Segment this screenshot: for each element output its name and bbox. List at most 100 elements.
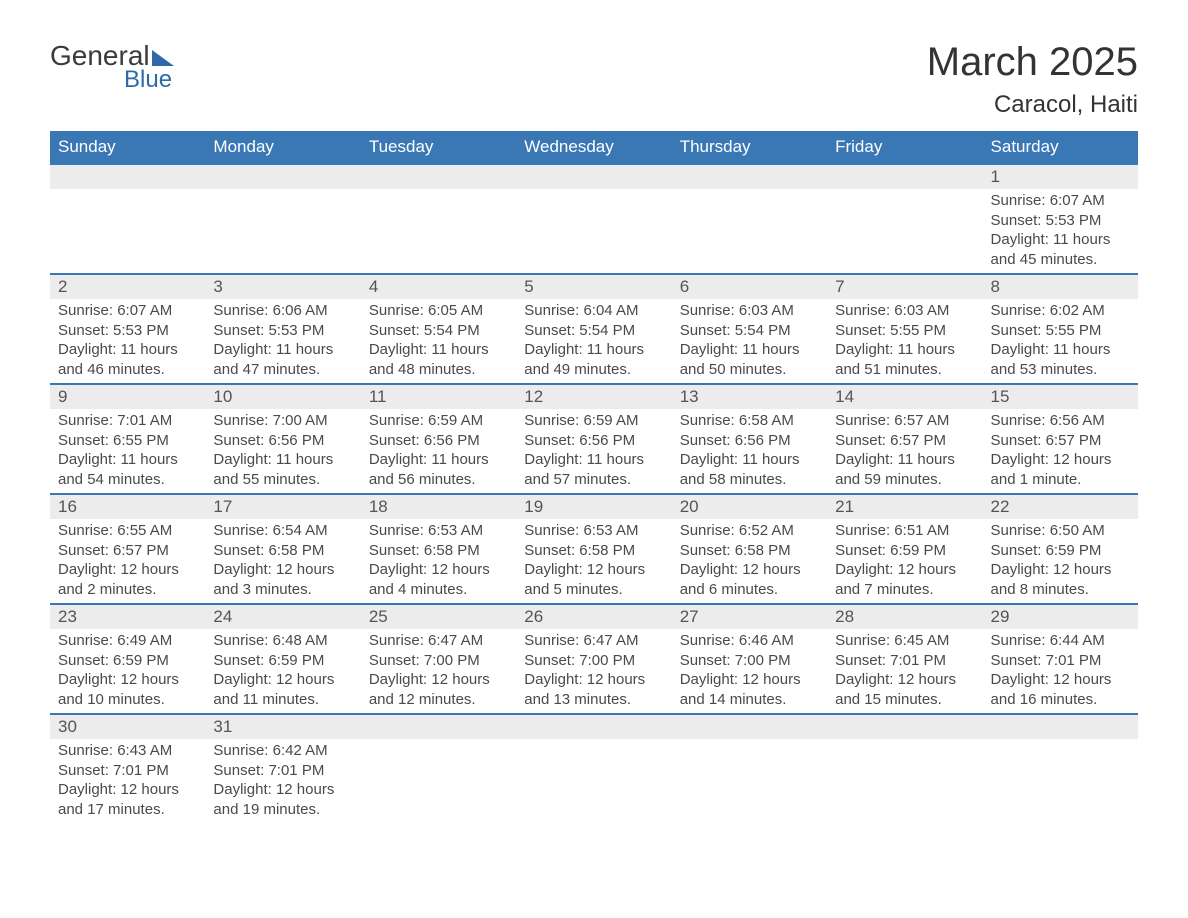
sunset-line: Sunset: 7:01 PM xyxy=(58,761,197,781)
day-number: 3 xyxy=(205,275,360,299)
calendar-week-row: 1Sunrise: 6:07 AMSunset: 5:53 PMDaylight… xyxy=(50,164,1138,274)
day-number: 23 xyxy=(50,605,205,629)
calendar-cell xyxy=(827,714,982,823)
sunrise-line: Sunrise: 6:04 AM xyxy=(524,301,663,321)
day-number: 12 xyxy=(516,385,671,409)
sunrise-line: Sunrise: 7:01 AM xyxy=(58,411,197,431)
day-number: 13 xyxy=(672,385,827,409)
day-details: Sunrise: 6:48 AMSunset: 6:59 PMDaylight:… xyxy=(205,629,360,713)
daylight-line: Daylight: 11 hours and 59 minutes. xyxy=(835,450,974,489)
day-details: Sunrise: 6:03 AMSunset: 5:54 PMDaylight:… xyxy=(672,299,827,383)
calendar-cell: 24Sunrise: 6:48 AMSunset: 6:59 PMDayligh… xyxy=(205,604,360,714)
day-number: 17 xyxy=(205,495,360,519)
day-details: Sunrise: 6:44 AMSunset: 7:01 PMDaylight:… xyxy=(983,629,1138,713)
day-details: Sunrise: 7:01 AMSunset: 6:55 PMDaylight:… xyxy=(50,409,205,493)
day-details: Sunrise: 6:53 AMSunset: 6:58 PMDaylight:… xyxy=(516,519,671,603)
sunrise-line: Sunrise: 6:44 AM xyxy=(991,631,1130,651)
empty-day-bar xyxy=(361,715,516,739)
sunset-line: Sunset: 6:55 PM xyxy=(58,431,197,451)
daylight-line: Daylight: 11 hours and 58 minutes. xyxy=(680,450,819,489)
calendar-week-row: 23Sunrise: 6:49 AMSunset: 6:59 PMDayligh… xyxy=(50,604,1138,714)
sunrise-line: Sunrise: 6:53 AM xyxy=(524,521,663,541)
sunrise-line: Sunrise: 7:00 AM xyxy=(213,411,352,431)
calendar-cell: 5Sunrise: 6:04 AMSunset: 5:54 PMDaylight… xyxy=(516,274,671,384)
day-details: Sunrise: 6:46 AMSunset: 7:00 PMDaylight:… xyxy=(672,629,827,713)
sunset-line: Sunset: 6:56 PM xyxy=(524,431,663,451)
sunset-line: Sunset: 6:58 PM xyxy=(213,541,352,561)
sunset-line: Sunset: 6:56 PM xyxy=(369,431,508,451)
day-details: Sunrise: 6:55 AMSunset: 6:57 PMDaylight:… xyxy=(50,519,205,603)
day-details: Sunrise: 6:06 AMSunset: 5:53 PMDaylight:… xyxy=(205,299,360,383)
day-details: Sunrise: 7:00 AMSunset: 6:56 PMDaylight:… xyxy=(205,409,360,493)
sunset-line: Sunset: 6:57 PM xyxy=(991,431,1130,451)
daylight-line: Daylight: 12 hours and 5 minutes. xyxy=(524,560,663,599)
daylight-line: Daylight: 11 hours and 55 minutes. xyxy=(213,450,352,489)
sunrise-line: Sunrise: 6:06 AM xyxy=(213,301,352,321)
calendar-week-row: 30Sunrise: 6:43 AMSunset: 7:01 PMDayligh… xyxy=(50,714,1138,823)
day-details: Sunrise: 6:51 AMSunset: 6:59 PMDaylight:… xyxy=(827,519,982,603)
sunrise-line: Sunrise: 6:59 AM xyxy=(369,411,508,431)
sunrise-line: Sunrise: 6:51 AM xyxy=(835,521,974,541)
calendar-cell xyxy=(827,164,982,274)
calendar-cell xyxy=(361,714,516,823)
calendar-cell: 14Sunrise: 6:57 AMSunset: 6:57 PMDayligh… xyxy=(827,384,982,494)
day-number: 14 xyxy=(827,385,982,409)
daylight-line: Daylight: 11 hours and 45 minutes. xyxy=(991,230,1130,269)
daylight-line: Daylight: 12 hours and 11 minutes. xyxy=(213,670,352,709)
day-details: Sunrise: 6:58 AMSunset: 6:56 PMDaylight:… xyxy=(672,409,827,493)
sunrise-line: Sunrise: 6:47 AM xyxy=(524,631,663,651)
daylight-line: Daylight: 12 hours and 4 minutes. xyxy=(369,560,508,599)
daylight-line: Daylight: 12 hours and 13 minutes. xyxy=(524,670,663,709)
sunrise-line: Sunrise: 6:52 AM xyxy=(680,521,819,541)
sunset-line: Sunset: 6:56 PM xyxy=(680,431,819,451)
weekday-header: Thursday xyxy=(672,131,827,164)
sunset-line: Sunset: 5:55 PM xyxy=(991,321,1130,341)
day-details: Sunrise: 6:07 AMSunset: 5:53 PMDaylight:… xyxy=(50,299,205,383)
calendar-cell: 16Sunrise: 6:55 AMSunset: 6:57 PMDayligh… xyxy=(50,494,205,604)
calendar-cell xyxy=(205,164,360,274)
day-details: Sunrise: 6:43 AMSunset: 7:01 PMDaylight:… xyxy=(50,739,205,823)
sunset-line: Sunset: 5:54 PM xyxy=(369,321,508,341)
calendar-cell xyxy=(516,714,671,823)
title-block: March 2025 Caracol, Haiti xyxy=(927,40,1138,119)
day-number: 29 xyxy=(983,605,1138,629)
sunrise-line: Sunrise: 6:55 AM xyxy=(58,521,197,541)
calendar-cell xyxy=(516,164,671,274)
empty-day-bar xyxy=(516,715,671,739)
daylight-line: Daylight: 11 hours and 51 minutes. xyxy=(835,340,974,379)
sunrise-line: Sunrise: 6:47 AM xyxy=(369,631,508,651)
calendar-cell: 6Sunrise: 6:03 AMSunset: 5:54 PMDaylight… xyxy=(672,274,827,384)
day-details: Sunrise: 6:03 AMSunset: 5:55 PMDaylight:… xyxy=(827,299,982,383)
daylight-line: Daylight: 12 hours and 16 minutes. xyxy=(991,670,1130,709)
sunrise-line: Sunrise: 6:03 AM xyxy=(680,301,819,321)
daylight-line: Daylight: 11 hours and 47 minutes. xyxy=(213,340,352,379)
daylight-line: Daylight: 12 hours and 17 minutes. xyxy=(58,780,197,819)
day-details: Sunrise: 6:47 AMSunset: 7:00 PMDaylight:… xyxy=(361,629,516,713)
calendar-cell xyxy=(672,714,827,823)
empty-day-bar xyxy=(361,165,516,189)
calendar-cell: 11Sunrise: 6:59 AMSunset: 6:56 PMDayligh… xyxy=(361,384,516,494)
sunset-line: Sunset: 7:00 PM xyxy=(680,651,819,671)
day-number: 19 xyxy=(516,495,671,519)
calendar-week-row: 2Sunrise: 6:07 AMSunset: 5:53 PMDaylight… xyxy=(50,274,1138,384)
day-number: 28 xyxy=(827,605,982,629)
empty-day-bar xyxy=(672,715,827,739)
empty-day-bar xyxy=(827,715,982,739)
daylight-line: Daylight: 12 hours and 12 minutes. xyxy=(369,670,508,709)
daylight-line: Daylight: 12 hours and 7 minutes. xyxy=(835,560,974,599)
day-number: 24 xyxy=(205,605,360,629)
sunrise-line: Sunrise: 6:48 AM xyxy=(213,631,352,651)
calendar-cell: 7Sunrise: 6:03 AMSunset: 5:55 PMDaylight… xyxy=(827,274,982,384)
calendar-cell xyxy=(50,164,205,274)
day-number: 9 xyxy=(50,385,205,409)
daylight-line: Daylight: 12 hours and 14 minutes. xyxy=(680,670,819,709)
weekday-header: Friday xyxy=(827,131,982,164)
sunrise-line: Sunrise: 6:49 AM xyxy=(58,631,197,651)
day-number: 21 xyxy=(827,495,982,519)
calendar-cell xyxy=(361,164,516,274)
empty-day-bar xyxy=(672,165,827,189)
daylight-line: Daylight: 12 hours and 2 minutes. xyxy=(58,560,197,599)
sunset-line: Sunset: 7:00 PM xyxy=(369,651,508,671)
sunrise-line: Sunrise: 6:45 AM xyxy=(835,631,974,651)
day-number: 8 xyxy=(983,275,1138,299)
